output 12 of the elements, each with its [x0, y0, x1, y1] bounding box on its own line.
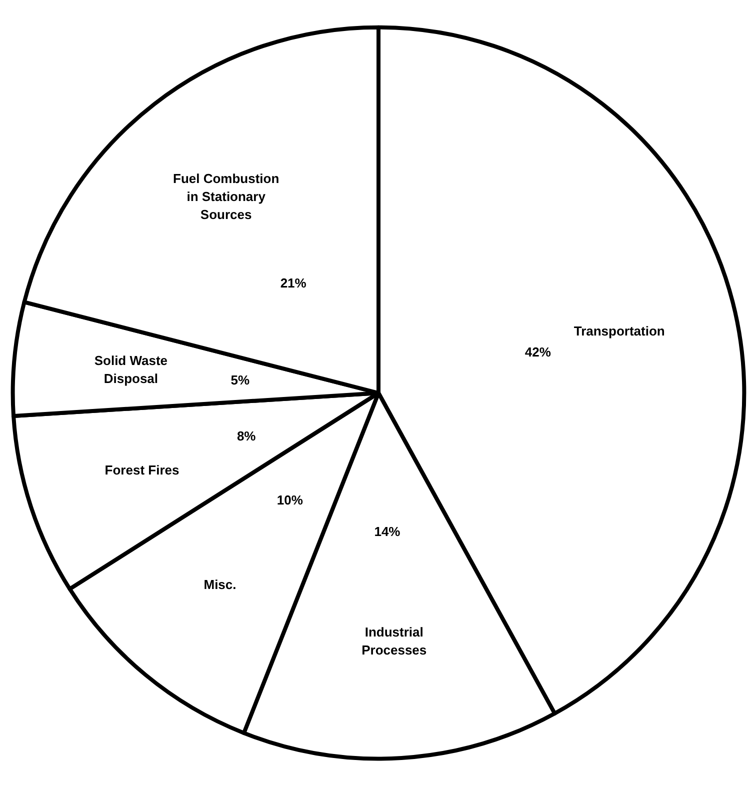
slice-label: Transportation	[574, 324, 665, 339]
slice-label: Solid Waste Disposal	[94, 353, 168, 386]
slice-label: Forest Fires	[104, 462, 180, 478]
data-label: 8%	[236, 428, 256, 444]
data-label: 42%	[524, 344, 552, 360]
slice-label: Industrial Processes	[362, 624, 427, 658]
data-label: 21%	[280, 276, 307, 291]
data-label: 10%	[276, 492, 304, 508]
data-label: 5%	[230, 372, 250, 388]
slice-label: Fuel Combustion in Stationary Sources	[173, 171, 280, 222]
slice-label: Misc.	[204, 577, 236, 592]
data-label: 14%	[374, 524, 401, 540]
